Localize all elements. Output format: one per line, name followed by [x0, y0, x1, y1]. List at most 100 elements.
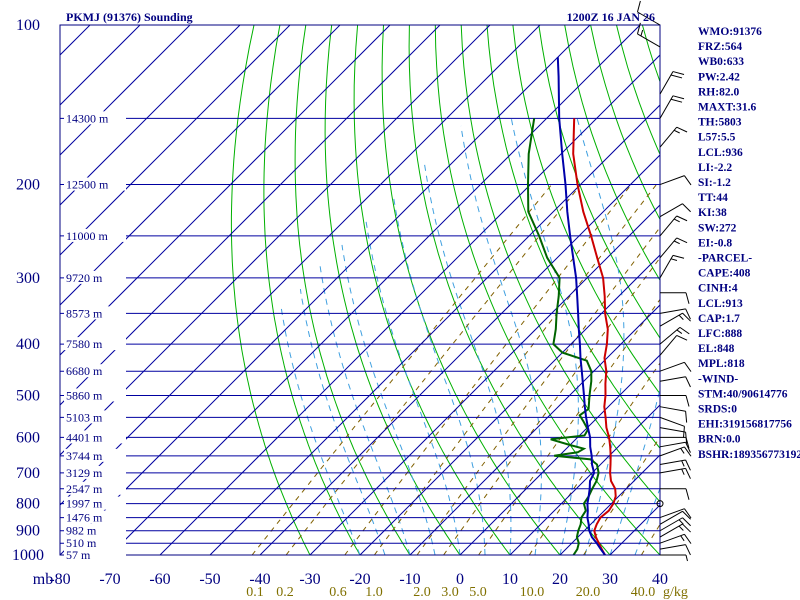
sounding-curves: [526, 57, 617, 555]
wind-barb-flag: [685, 411, 688, 423]
index-line: WMO:91376: [698, 26, 762, 38]
grid: [60, 25, 660, 555]
chart-title: PKMJ (91376) Sounding: [66, 10, 193, 24]
index-line: CAPE:408: [698, 268, 751, 280]
temperature-tick-label: -40: [249, 571, 270, 588]
isotherm: [60, 25, 341, 306]
mixing-ratio-line: [344, 184, 632, 555]
height-label: 1476 m: [66, 511, 103, 525]
isotherm: [60, 25, 241, 206]
mixing-ratio-tick-label: 2.0: [413, 585, 431, 600]
isotherm: [109, 25, 641, 555]
wind-barb-flag: [685, 544, 691, 556]
wind-barbs: [636, 0, 692, 562]
wind-barb-calm: [656, 500, 664, 508]
wind-barb-staff: [659, 71, 674, 95]
wind-barb-flag: [636, 22, 641, 35]
wind-barb-flag: [685, 308, 691, 320]
isotherm: [459, 354, 660, 555]
temperature-tick-label: -30: [299, 571, 320, 588]
wind-barb-flag: [684, 362, 692, 372]
wind-barb-staff: [659, 459, 686, 466]
pressure-tick-label: 1000: [12, 547, 44, 564]
index-line: SI:-1.2: [698, 177, 731, 189]
height-label: 11000 m: [66, 229, 109, 243]
wind-barb-flag: [676, 237, 688, 244]
height-label-bg: [64, 481, 126, 495]
height-label: 14300 m: [66, 111, 109, 125]
moist-adiabat: [280, 306, 361, 555]
wind-barb-staff: [659, 517, 683, 532]
wind-barb-staff: [659, 335, 678, 356]
wind-barb-flag: [685, 459, 691, 471]
pressure-tick-label: 100: [16, 17, 40, 34]
wind-barb-half-flag: [678, 519, 684, 525]
wind-barb-half-flag: [676, 329, 683, 334]
wind-barb-flag: [682, 510, 691, 520]
wind-barb-staff: [659, 406, 686, 412]
plot-frame: [59, 24, 661, 556]
index-line: L57:5.5: [698, 132, 736, 144]
temperature-tick-label: -70: [99, 571, 120, 588]
mixing-ratio-line: [416, 226, 660, 555]
wind-barb-flag: [679, 326, 690, 335]
wind-barb-flag: [682, 203, 691, 213]
wind-barb-staff: [659, 215, 678, 237]
wind-barb-flag: [676, 334, 688, 341]
wind-barb-flag: [672, 95, 685, 100]
wind-barb-half-flag: [670, 258, 678, 262]
moist-adiabat: [392, 195, 486, 555]
index-line: CAP:1.7: [698, 313, 740, 325]
height-label: 1997 m: [66, 497, 103, 511]
mixing-ratio-tick-label: 40.0: [631, 585, 656, 600]
wind-barb-flag: [685, 468, 691, 479]
wind-barb-flag: [682, 523, 691, 533]
pressure-unit-label: mb: [33, 571, 53, 588]
height-label-bg: [64, 364, 126, 378]
pressure-tick-label: 500: [16, 387, 40, 404]
wind-barb-half-flag: [640, 29, 644, 37]
height-label-bg: [64, 548, 126, 561]
wind-barb-half-flag: [678, 314, 684, 320]
height-label: 2547 m: [66, 482, 103, 496]
index-line: LCL:913: [698, 298, 743, 310]
temperature-tick-label: 40: [652, 571, 668, 588]
height-label: 6680 m: [66, 364, 103, 378]
isotherm: [60, 25, 291, 256]
index-line: LI:-2.2: [698, 162, 732, 174]
mixing-ratio-tick-label: 0.1: [246, 585, 264, 600]
isotherm: [159, 54, 660, 555]
temperature-tick-label: -50: [199, 571, 220, 588]
wind-barb-staff: [659, 544, 686, 550]
index-line: -PARCEL-: [698, 253, 752, 265]
moist-adiabat: [423, 160, 512, 555]
index-line: EL:848: [698, 343, 735, 355]
wind-barb-half-flag: [680, 448, 685, 454]
mixing-ratio-tick-label: 5.0: [469, 585, 487, 600]
height-label-bg: [64, 410, 126, 424]
height-label: 982 m: [66, 524, 97, 538]
height-label-bg: [64, 536, 126, 550]
mixing-ratio-tick-label: 3.0: [441, 585, 459, 600]
wind-barb-flag: [685, 442, 691, 453]
isotherm: [60, 25, 591, 555]
wind-barb-flag: [682, 517, 691, 527]
pressure-axis-labels: 100 200 300 400 500 600 700 800 900 1000 mb: [12, 17, 53, 588]
pressure-tick-label: 400: [16, 336, 40, 353]
wind-barb-flag: [672, 254, 685, 259]
height-label: 8573 m: [66, 306, 103, 320]
wind-barb-flag: [682, 426, 685, 438]
wind-barb-staff: [659, 523, 683, 538]
index-line: STM:40/90614776: [698, 388, 788, 400]
temperature-tick-label: 30: [602, 571, 618, 588]
temperature-tick-label: 20: [552, 571, 568, 588]
temperature-profile: [572, 118, 617, 555]
height-label: 5103 m: [66, 410, 103, 424]
wind-barb-flag: [670, 98, 683, 103]
index-line: RH:82.0: [698, 86, 739, 98]
pressure-tick-label: 900: [16, 523, 40, 540]
temperature-tick-label: 10: [502, 571, 518, 588]
moist-adiabat: [365, 221, 461, 555]
